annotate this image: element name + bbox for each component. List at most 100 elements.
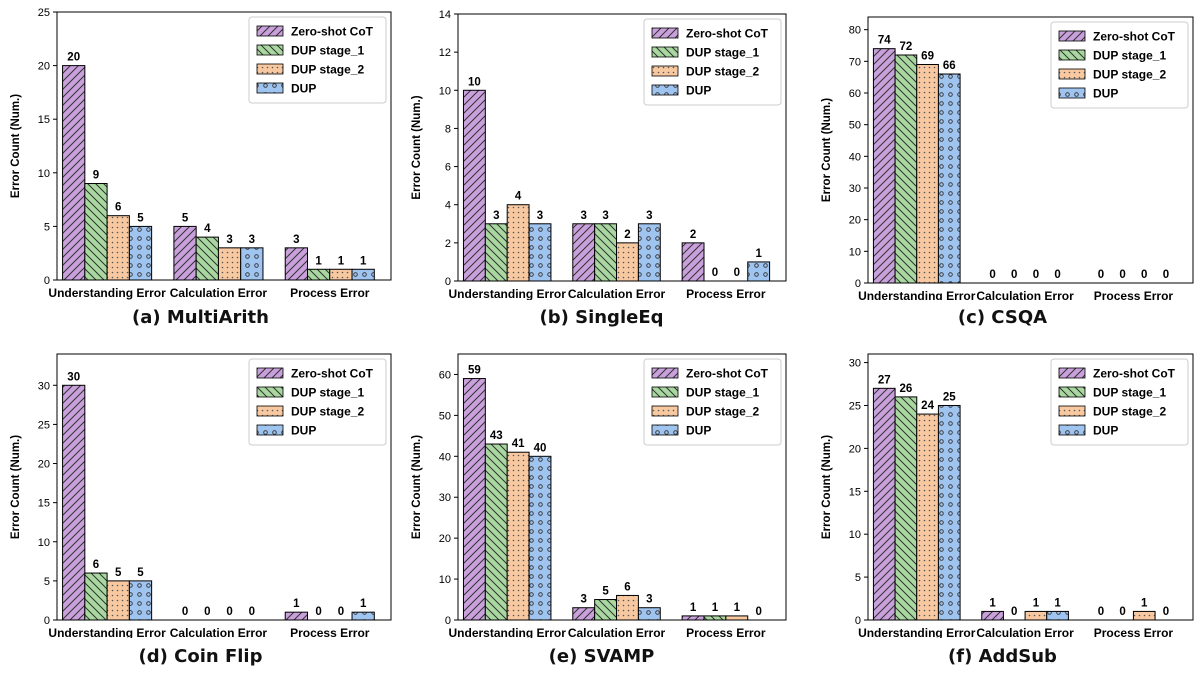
bar-dup-understanding-error <box>128 580 153 621</box>
data-label: 0 <box>989 269 995 281</box>
plot-frame <box>56 353 392 621</box>
y-tick-label: 10 <box>38 537 50 549</box>
data-label: 74 <box>878 35 891 47</box>
y-tick-label: 60 <box>439 369 451 381</box>
legend-swatch-dup <box>1058 424 1086 436</box>
bar-dup-understanding-error <box>528 223 552 282</box>
data-label: 72 <box>900 41 913 53</box>
y-tick-label: 5 <box>44 576 50 588</box>
y-tick-label: 0 <box>855 615 861 627</box>
data-label: 2 <box>690 229 696 241</box>
y-tick-label: 8 <box>445 123 451 135</box>
legend-label: DUP stage_2 <box>1093 405 1166 419</box>
legend-swatch-dup <box>651 84 679 96</box>
y-tick-label: 20 <box>849 215 861 227</box>
bar-dup-stage-1-understanding-error <box>484 223 508 282</box>
chart-panel-singleeq: 0 2 4 6 8 10 12 14 Error Count (Num.) 10 3 4 3 Unders… <box>401 0 802 337</box>
y-tick-label: 40 <box>849 151 861 163</box>
legend: Zero-shot CoT DUP stage_1 DUP stage_2 DUP <box>1050 358 1189 446</box>
data-label: 6 <box>93 559 99 571</box>
x-tick-label: Process Error <box>290 626 370 638</box>
x-tick-label: Understanding Error <box>449 287 567 300</box>
data-label: 3 <box>249 234 255 246</box>
y-tick-label: 10 <box>439 85 451 97</box>
data-label: 0 <box>1054 269 1060 281</box>
data-label: 0 <box>712 267 718 279</box>
data-label: 59 <box>468 365 481 377</box>
x-tick-label: Calculation Error <box>170 626 268 638</box>
bar-dup-stage-2-calculation-error <box>217 247 242 281</box>
y-tick-label: 30 <box>439 492 451 504</box>
legend-label: Zero-shot CoT <box>291 367 374 381</box>
legend-swatch-dup-stage-1 <box>1058 49 1086 61</box>
data-label: 1 <box>690 602 697 614</box>
bar-dup-process-error <box>351 268 375 281</box>
bar-dup-stage-2-process-error <box>1132 610 1156 621</box>
y-tick-label: 2 <box>445 238 451 250</box>
bar-dup-stage-2-understanding-error <box>506 451 530 621</box>
data-label: 1 <box>293 598 300 610</box>
bar-zero-shot-cot-understanding-error <box>872 387 896 621</box>
legend-box <box>643 18 782 106</box>
y-tick-label: 25 <box>849 400 861 412</box>
y-tick-label: 5 <box>44 221 50 233</box>
legend-swatch-zero-shot-cot <box>651 367 679 379</box>
chart-panel-svamp: 0 10 20 30 40 50 60 Error Count (Num.) 59 43 41 40 U… <box>401 338 802 675</box>
chart-panel-addsub: 0 5 10 15 20 25 30 Error Count (Num.) 27 26 24 25 Un… <box>802 338 1203 675</box>
legend-label: DUP stage_1 <box>291 44 364 58</box>
bar-zero-shot-cot-calculation-error <box>173 225 197 281</box>
data-label: 1 <box>734 602 741 614</box>
data-label: 1 <box>1054 597 1061 609</box>
chart-caption: (d) Coin Flip <box>138 646 263 667</box>
data-label: 0 <box>249 606 255 618</box>
bar-zero-shot-cot-understanding-error <box>872 48 896 284</box>
chart-caption: (a) MultiArith <box>132 307 269 328</box>
y-tick-label: 14 <box>439 9 451 21</box>
y-tick-label: 40 <box>439 451 451 463</box>
data-label: 0 <box>226 606 232 618</box>
bar-zero-shot-cot-process-error <box>284 247 309 281</box>
legend-swatch-dup-stage-2 <box>651 405 679 417</box>
bar-dup-stage-1-process-error <box>703 615 727 621</box>
bar-dup-process-error <box>747 261 771 282</box>
legend-swatch-dup-stage-2 <box>651 65 679 77</box>
legend-swatch-dup-stage-2 <box>256 405 284 417</box>
y-tick-label: 50 <box>849 120 861 132</box>
legend-label: DUP <box>291 82 316 96</box>
data-label: 1 <box>712 602 719 614</box>
x-tick-label: Understanding Error <box>858 626 976 638</box>
bar-dup-understanding-error <box>937 404 961 621</box>
legend-swatch-dup-stage-1 <box>651 386 679 398</box>
legend-box <box>248 358 387 446</box>
bar-dup-stage-1-calculation-error <box>594 599 618 621</box>
bar-dup-stage-1-calculation-error <box>195 236 219 281</box>
y-tick-label: 20 <box>439 533 451 545</box>
data-label: 2 <box>624 229 630 241</box>
data-label: 30 <box>67 371 80 383</box>
y-tick-label: 6 <box>445 162 451 174</box>
bar-dup-stage-1-calculation-error <box>594 223 618 282</box>
legend-label: DUP stage_2 <box>291 63 364 77</box>
y-tick-label: 15 <box>38 498 50 510</box>
bar-dup-calculation-error <box>637 223 661 282</box>
bar-dup-understanding-error <box>128 225 153 281</box>
data-label: 4 <box>515 191 522 203</box>
data-label: 20 <box>67 52 80 64</box>
legend-label: DUP stage_1 <box>686 386 759 400</box>
y-tick-label: 60 <box>849 88 861 100</box>
bar-dup-stage-1-understanding-error <box>84 183 108 281</box>
legend-swatch-dup-stage-1 <box>256 386 284 398</box>
legend-label: Zero-shot CoT <box>1093 30 1176 44</box>
data-label: 40 <box>534 442 547 454</box>
legend-label: DUP <box>686 84 711 98</box>
data-label: 0 <box>755 606 761 618</box>
bar-dup-stage-2-calculation-error <box>616 594 639 621</box>
legend-swatch-zero-shot-cot <box>256 25 284 37</box>
chart-caption: (f) AddSub <box>948 646 1057 667</box>
y-tick-label: 30 <box>38 380 50 392</box>
y-tick-label: 15 <box>38 114 50 126</box>
